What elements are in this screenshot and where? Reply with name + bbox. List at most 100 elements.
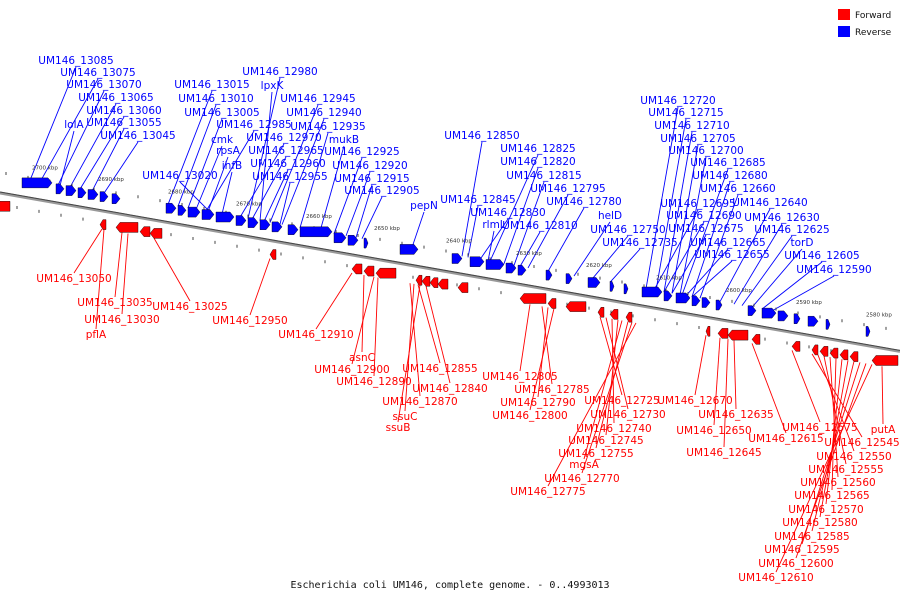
gene-label: UM146_13005: [184, 107, 259, 119]
gene-label: UM146_13055: [86, 117, 161, 129]
leader-line: [355, 184, 373, 238]
legend: Forward Reverse: [838, 9, 892, 38]
gene-label: UM146_12595: [764, 544, 839, 556]
forward-gene-arrow: [717, 328, 729, 339]
forward-gene-arrow: [139, 226, 151, 237]
gene-label: UM146_12655: [694, 249, 769, 261]
gene-label: UM146_12915: [334, 173, 409, 185]
leader-line: [417, 284, 441, 364]
gene-label: UM146_12855: [402, 363, 477, 375]
reverse-gene-arrow: [259, 219, 271, 230]
gene-label: UM146_13010: [178, 93, 253, 105]
gene-label: torD: [791, 237, 814, 249]
reverse-gene-arrow: [399, 244, 419, 255]
gene-label: UM146_12890: [336, 376, 411, 388]
gene-label: UM146_12845: [440, 194, 515, 206]
gene-label: UM146_12615: [748, 433, 823, 445]
leader-line: [733, 340, 737, 410]
leader-line: [775, 364, 873, 573]
gene-label: UM146_12955: [252, 171, 327, 183]
gene-label: UM146_12630: [744, 212, 819, 224]
legend-reverse-label: Reverse: [855, 28, 892, 38]
reverse-gene-arrow: [111, 193, 121, 204]
gene-label: helD: [598, 210, 622, 222]
axis-tick-label: 2660 kbp: [306, 214, 332, 220]
reverse-gene-arrow: [663, 290, 673, 302]
gene-label: UM146_12570: [788, 504, 863, 516]
gene-label: UM146_12635: [698, 409, 773, 421]
reverse-gene-arrow: [865, 326, 871, 337]
gene-label: UM146_12680: [692, 170, 767, 182]
leader-lines: [29, 66, 884, 573]
leader-line: [397, 284, 421, 423]
gene-label: asnC: [349, 352, 375, 364]
leader-line: [269, 104, 319, 223]
forward-gene-arrow: [99, 219, 107, 230]
gene-label: UM146_12785: [514, 384, 589, 396]
leader-line: [699, 194, 739, 299]
leader-line: [663, 131, 693, 292]
gene-label: UM146_12965: [248, 145, 323, 157]
reverse-gene-arrow: [715, 299, 723, 311]
leader-line: [299, 132, 329, 228]
reverse-gene-arrow: [505, 262, 517, 274]
leader-line: [691, 260, 733, 298]
leader-line: [823, 355, 847, 465]
gene-label: UM146_13070: [66, 79, 141, 91]
forward-gene-arrow: [437, 278, 449, 290]
axis-tick-label: 2680 kbp: [168, 190, 194, 196]
gene-label: UM146_12900: [314, 364, 389, 376]
forward-gene-arrow: [625, 311, 633, 323]
gene-label: UM146_12740: [576, 423, 651, 435]
gene-label: UM146_12795: [530, 183, 605, 195]
gene-label: UM146_12705: [660, 133, 735, 145]
reverse-gene-arrow: [287, 224, 299, 235]
axis-tick-label: 2670 kbp: [236, 202, 262, 208]
leader-line: [645, 106, 679, 289]
axis-tick-label: 2700 kbp: [32, 166, 58, 172]
leader-line: [685, 248, 729, 297]
gene-label: UM146_12560: [800, 477, 875, 489]
leader-line: [733, 223, 783, 305]
leader-line: [609, 248, 641, 283]
leader-line: [489, 154, 539, 262]
forward-gene-arrow: [597, 307, 605, 318]
gene-label: UM146_13065: [78, 92, 153, 104]
reverse-gene-arrow: [99, 191, 109, 202]
leader-line: [605, 319, 619, 436]
leader-line: [529, 308, 555, 411]
gene-label: pepN: [410, 200, 438, 212]
reverse-gene-arrow: [215, 211, 235, 223]
leader-line: [409, 283, 421, 397]
leader-line: [751, 343, 787, 434]
reverse-gene-arrow: [77, 187, 87, 198]
reverse-gene-arrow: [177, 205, 187, 216]
leader-line: [179, 181, 211, 213]
axis-tick-label: 2640 kbp: [446, 238, 472, 244]
reverse-gene-arrow: [825, 319, 831, 330]
gene-label: lolA: [64, 119, 84, 131]
leader-line: [79, 116, 125, 190]
axis-tick-label: 2690 kbp: [98, 177, 124, 183]
forward-gene-arrow: [547, 298, 557, 309]
reverse-gene-arrow: [469, 256, 485, 267]
legend-forward-label: Forward: [855, 11, 891, 21]
leader-line: [795, 363, 867, 559]
gene-label: UM146_13060: [86, 105, 161, 117]
axis-tick-label: 2600 kbp: [726, 288, 752, 294]
gene-label: UM146_12935: [290, 121, 365, 133]
reverse-gene-arrow: [55, 183, 65, 195]
leader-line: [671, 144, 699, 294]
gene-label: UM146_12665: [690, 237, 765, 249]
leader-line: [205, 130, 255, 212]
gene-label: UM146_12910: [278, 329, 353, 341]
forward-gene-arrow: [751, 334, 761, 345]
leader-line: [249, 258, 271, 316]
gene-label: UM146_12925: [324, 146, 399, 158]
gene-label: UM146_12730: [590, 409, 665, 421]
leader-line: [361, 196, 383, 239]
gene-label: UM146_12720: [640, 95, 715, 107]
gene-label: UM146_12725: [584, 395, 659, 407]
gene-label: UM146_12970: [246, 132, 321, 144]
leader-line: [831, 358, 837, 491]
